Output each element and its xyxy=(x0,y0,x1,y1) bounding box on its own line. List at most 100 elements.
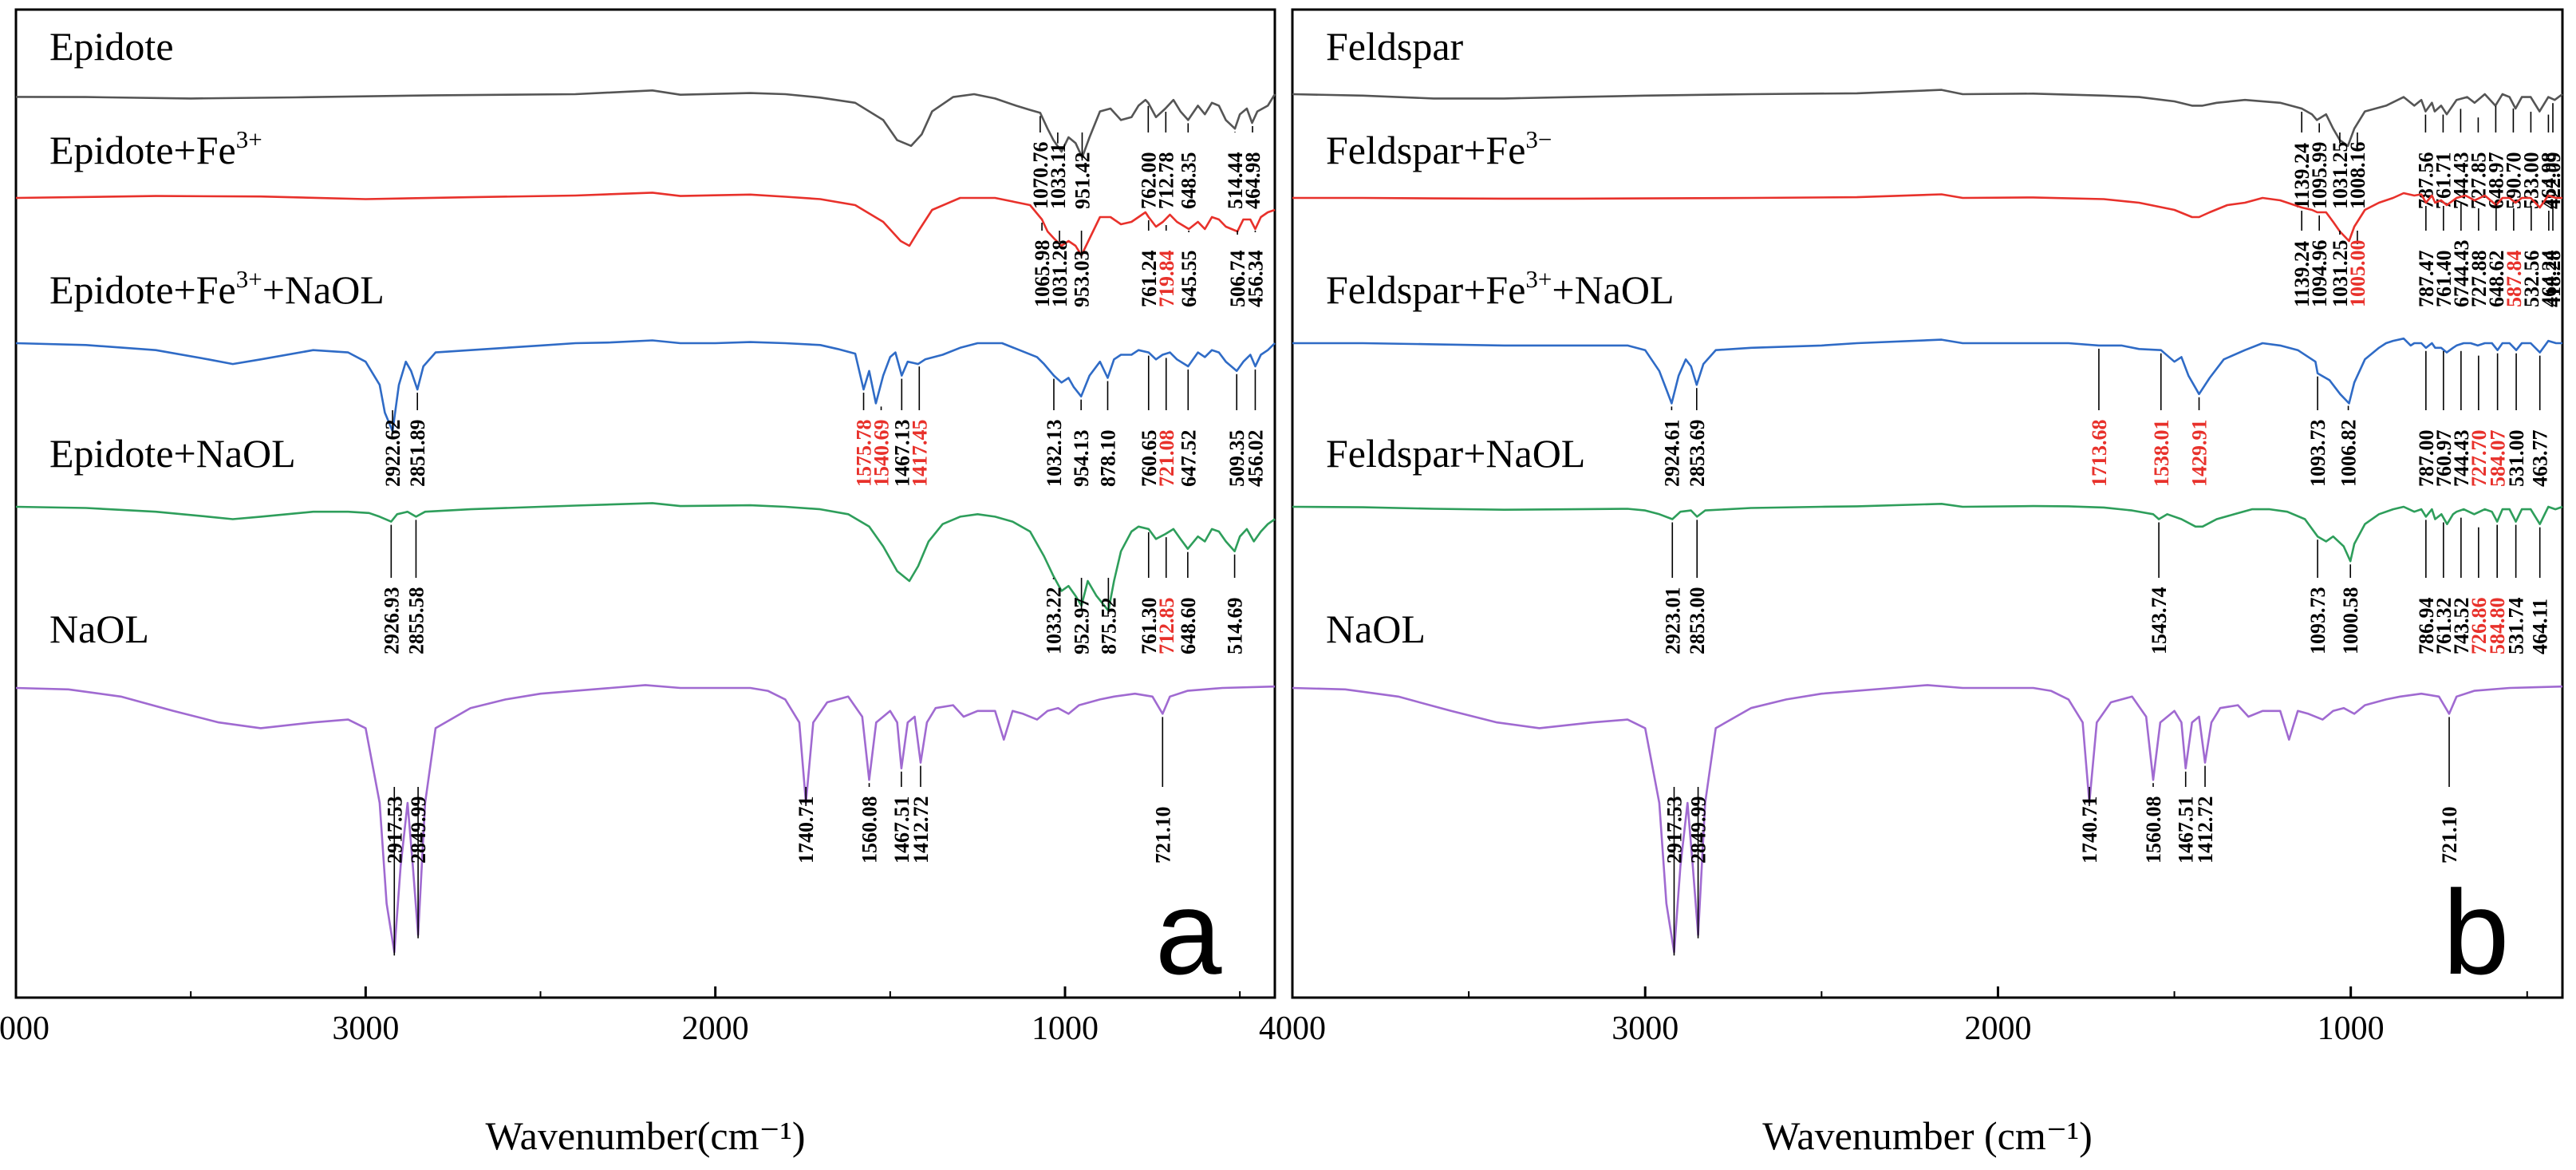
peak-label: 6744.43 xyxy=(2450,240,2473,308)
peak-label: 456.02 xyxy=(1244,430,1267,488)
peak-label: 1543.74 xyxy=(2148,587,2171,655)
panel-a: 4000 3000 2000 1000 Wavenumber(cm⁻¹) a Epidote… xyxy=(0,8,1276,1158)
peak-label: 645.55 xyxy=(1178,251,1201,308)
peak-label: 464.98 xyxy=(1241,152,1264,210)
peak-label: 1412.72 xyxy=(2194,796,2217,864)
peak-label: 878.10 xyxy=(1096,430,1119,488)
series-4: NaOL 2917.53 2849.99 1740.71 1560.08 1467.511… xyxy=(15,607,1276,956)
peak-label: 786.94 xyxy=(2415,598,2438,655)
peak-label: 1000.58 xyxy=(2339,587,2362,655)
series-line xyxy=(15,339,1276,433)
peak-label: 1095.99 xyxy=(2308,142,2331,210)
x-axis-title: Wavenumber(cm⁻¹) xyxy=(485,1113,805,1158)
peak-label: 727.88 xyxy=(2468,251,2491,308)
peak-label: 463.77 xyxy=(2529,430,2552,488)
peak-label: 648.60 xyxy=(1177,598,1200,655)
peak-label: 1033.11 xyxy=(1047,143,1070,209)
peak-label: 1031.25 xyxy=(2329,240,2352,308)
series-1: Feldspar+Fe3−1139.241094.961031.251005.0… xyxy=(1292,125,2565,307)
peak-label: 532.56 xyxy=(2520,251,2543,308)
peak-label: 1740.71 xyxy=(2078,796,2101,864)
peak-label: 2917.53 xyxy=(383,796,406,864)
peak-label: 418.28 xyxy=(2542,251,2565,308)
series-line xyxy=(1292,337,2562,405)
peak-label: 2849.99 xyxy=(1687,796,1710,864)
series-name: Epidote+NaOL xyxy=(49,431,296,476)
peak-label: 1429.91 xyxy=(2188,420,2211,488)
series-line xyxy=(1292,503,2563,563)
panel-frame xyxy=(1291,8,2564,999)
x-tick-label: 1000 xyxy=(2318,1010,2385,1047)
peak-label: 587.84 xyxy=(2503,251,2526,308)
x-tick-label: 2000 xyxy=(1964,1010,2031,1047)
peak-label: 464.11 xyxy=(2529,599,2552,654)
peak-label: 1008.16 xyxy=(2346,142,2369,210)
peak-label: 721.10 xyxy=(2438,807,2461,864)
series-line xyxy=(1292,192,2562,243)
series-name: NaOL xyxy=(49,607,149,651)
peak-label: 761.30 xyxy=(1138,598,1161,655)
peak-label: 1560.08 xyxy=(858,796,882,864)
peak-label: 744.43 xyxy=(2450,430,2473,488)
panel-letter: a xyxy=(1155,865,1222,999)
peak-label: 1467.51 xyxy=(2175,796,2198,864)
peak-label: 712.78 xyxy=(1154,152,1178,210)
peak-label: 761.71 xyxy=(2432,152,2455,210)
series-2: Feldspar+Fe3++NaOL 2924.61 2853.69 1713.68 1… xyxy=(1292,265,2562,487)
series-name: Epidote xyxy=(49,24,174,69)
series-2: Epidote+Fe3++NaOL 2922.62 2851.89 1575.7815… xyxy=(15,265,1276,488)
peak-label: 2924.61 xyxy=(1660,420,1683,488)
peak-label: 951.42 xyxy=(1071,152,1094,210)
peak-label: 1467.13 xyxy=(890,420,913,488)
peak-label: 464.98 xyxy=(2537,152,2560,210)
peak-label: 584.80 xyxy=(2486,598,2509,655)
peak-label: 2922.62 xyxy=(381,420,404,488)
peak-label: 514.44 xyxy=(1224,152,1247,210)
peak-label: 721.10 xyxy=(1151,807,1174,864)
peak-label: 2926.93 xyxy=(380,587,403,655)
peak-label: 456.34 xyxy=(1244,251,1267,308)
peak-label: 648.35 xyxy=(1177,152,1200,210)
peak-label: 954.13 xyxy=(1070,430,1093,488)
x-tick-label: 4000 xyxy=(0,1010,49,1047)
peak-label: 514.69 xyxy=(1224,598,1247,655)
peak-label: 2923.01 xyxy=(1661,587,1684,655)
peak-label: 1139.24 xyxy=(2290,241,2314,307)
series-4: NaOL 2917.53 2849.99 1740.71 1560.08 1467.511… xyxy=(1292,607,2563,956)
peak-label: 1575.78 xyxy=(853,420,876,488)
series-line xyxy=(15,684,1276,954)
peak-label: 760.97 xyxy=(2432,430,2456,488)
series-name: Feldspar xyxy=(1326,24,1464,69)
peak-label: 1713.68 xyxy=(2088,420,2111,488)
peak-label: 2851.89 xyxy=(406,420,429,488)
peak-label: 1093.73 xyxy=(2306,420,2329,488)
series-3: Feldspar+NaOL 2923.01 2853.00 1543.74 1093.7… xyxy=(1292,431,2563,655)
series-line xyxy=(15,192,1276,257)
peak-label: 1032.13 xyxy=(1043,420,1066,488)
peak-label: 1467.51 xyxy=(890,796,913,864)
x-tick-label: 3000 xyxy=(332,1010,399,1047)
peak-label: 1412.72 xyxy=(909,796,933,864)
peak-label: 1006.82 xyxy=(2337,420,2361,488)
peak-label: 719.84 xyxy=(1155,251,1178,308)
peak-label: 1740.71 xyxy=(795,796,818,864)
peak-label: 506.74 xyxy=(1226,251,1249,308)
peak-label: 1093.73 xyxy=(2306,587,2329,655)
peak-label: 464.24 xyxy=(2538,251,2561,308)
peak-label: 1540.69 xyxy=(870,420,894,488)
x-tick-label: 3000 xyxy=(1611,1010,1679,1047)
peak-label: 1031.28 xyxy=(1048,240,1071,308)
x-tick-label: 4000 xyxy=(1259,1010,1326,1047)
peak-label: 761.32 xyxy=(2432,598,2456,655)
peak-label: 1065.98 xyxy=(1031,240,1054,308)
peak-label: 727.70 xyxy=(2468,430,2491,488)
series-name: NaOL xyxy=(1326,607,1426,651)
peak-label: 760.65 xyxy=(1138,430,1161,488)
series-name: Epidote+Fe3+ xyxy=(49,125,262,172)
series-name: Feldspar+Fe3++NaOL xyxy=(1326,265,1675,312)
series-line xyxy=(15,502,1276,612)
panel-letter: b xyxy=(2443,865,2509,999)
